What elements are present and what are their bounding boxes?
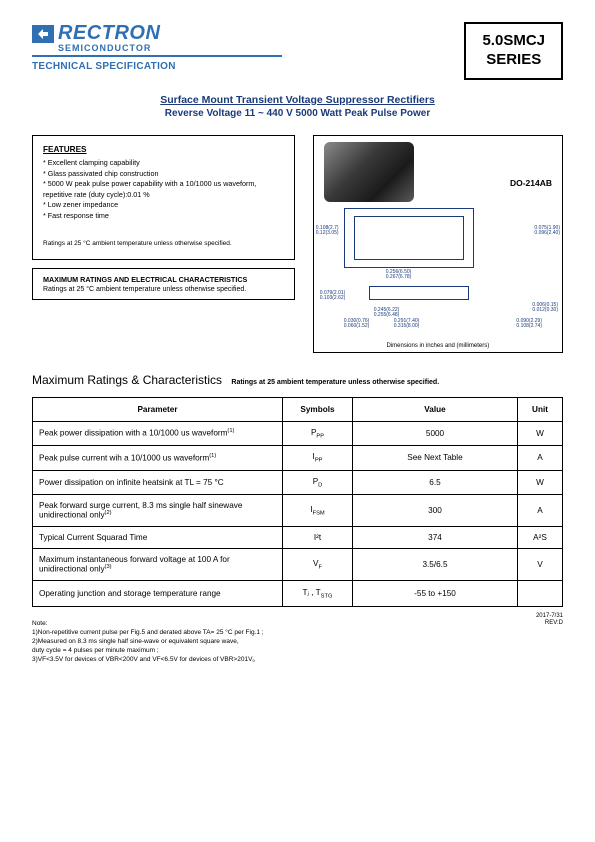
footer-meta: 2017-7/31 REV:D: [536, 613, 563, 629]
right-column: DO-214AB 0.108(2.7)0.12(3.05) 0.075(1.90…: [313, 135, 563, 353]
cell-param: Operating junction and storage temperatu…: [33, 580, 283, 606]
ratings-table: Parameter Symbols Value Unit Peak power …: [32, 397, 563, 607]
title-block: Surface Mount Transient Voltage Suppress…: [32, 94, 563, 119]
note-line: 1)Non-repetitive current pulse per Fig.5…: [32, 628, 264, 637]
series-box: 5.0SMCJ SERIES: [464, 22, 563, 80]
cell-value: 374: [353, 527, 518, 549]
two-column-section: FEATURES Excellent clamping capability G…: [32, 135, 563, 353]
pkg-dim: 0.291(7.40)0.315(8.00): [394, 319, 420, 330]
pkg-dim: 0.075(1.90)0.096(2.40): [534, 226, 560, 237]
cell-value: See Next Table: [353, 446, 518, 471]
pkg-dim: 0.006(0.15)0.012(0.30): [532, 303, 558, 314]
cell-unit: W: [518, 421, 563, 446]
pkg-dim: 0.256(6.50)0.267(6.78): [386, 270, 412, 281]
cell-value: 3.5/6.5: [353, 549, 518, 581]
brand-sub: SEMICONDUCTOR: [58, 43, 282, 53]
pkg-dim: 0.245(6.22)0.255(6.48): [374, 308, 400, 319]
package-label: DO-214AB: [510, 178, 552, 188]
cell-value: -55 to +150: [353, 580, 518, 606]
footer-rev: REV:D: [536, 620, 563, 628]
cell-unit: A: [518, 495, 563, 527]
header: RECTRON SEMICONDUCTOR TECHNICAL SPECIFIC…: [32, 22, 563, 80]
table-row: Maximum instantaneous forward voltage at…: [33, 549, 563, 581]
maxchar-heading: MAXIMUM RATINGS AND ELECTRICAL CHARACTER…: [43, 275, 284, 284]
table-row: Peak pulse current wih a 10/1000 us wave…: [33, 446, 563, 471]
table-row: Power dissipation on infinite heatsink a…: [33, 470, 563, 495]
cell-symbol: VF: [283, 549, 353, 581]
col-parameter: Parameter: [33, 397, 283, 421]
cell-param: Peak forward surge current, 8.3 ms singl…: [33, 495, 283, 527]
series-line2: SERIES: [482, 51, 545, 70]
cell-symbol: IFSM: [283, 495, 353, 527]
cell-symbol: PD: [283, 470, 353, 495]
logo-line: RECTRON: [32, 22, 282, 45]
cell-unit: V: [518, 549, 563, 581]
pkg-outline-inner: [354, 216, 464, 260]
cell-value: 300: [353, 495, 518, 527]
footer-date: 2017-7/31: [536, 613, 563, 621]
cell-unit: A: [518, 446, 563, 471]
table-row: Operating junction and storage temperatu…: [33, 580, 563, 606]
cell-symbol: PPP: [283, 421, 353, 446]
pkg-dim: 0.090(2.29)0.108(2.74): [516, 319, 542, 330]
package-foot-note: Dimensions in inches and (millimeters): [314, 343, 562, 349]
cell-symbol: Tⱼ , TSTG: [283, 580, 353, 606]
section-title: Maximum Ratings & Characteristics Rating…: [32, 373, 563, 387]
maxchar-panel: MAXIMUM RATINGS AND ELECTRICAL CHARACTER…: [32, 268, 295, 300]
col-symbols: Symbols: [283, 397, 353, 421]
pkg-outline-side: [369, 286, 469, 300]
pkg-dim: 0.079(2.01)0.103(2.62): [320, 291, 346, 302]
table-row: Typical Current Squarad TimeI²t374A²S: [33, 527, 563, 549]
tech-spec-label: TECHNICAL SPECIFICATION: [32, 61, 282, 72]
feature-item: Glass passivated chip construction: [43, 169, 284, 179]
package-photo: [324, 142, 414, 202]
section-title-main: Maximum Ratings & Characteristics: [32, 373, 222, 387]
feature-item: Low zener impedance: [43, 200, 284, 210]
cell-param: Power dissipation on infinite heatsink a…: [33, 470, 283, 495]
feature-item: Fast response time: [43, 211, 284, 221]
series-line1: 5.0SMCJ: [482, 32, 545, 51]
cell-param: Typical Current Squarad Time: [33, 527, 283, 549]
pkg-dim: 0.108(2.7)0.12(3.05): [316, 226, 339, 237]
table-row: Peak forward surge current, 8.3 ms singl…: [33, 495, 563, 527]
cell-unit: A²S: [518, 527, 563, 549]
table-header-row: Parameter Symbols Value Unit: [33, 397, 563, 421]
logo-rule: [32, 55, 282, 57]
cell-symbol: I²t: [283, 527, 353, 549]
package-diagram: DO-214AB 0.108(2.7)0.12(3.05) 0.075(1.90…: [313, 135, 563, 353]
notes-block: Note: 1)Non-repetitive current pulse per…: [32, 619, 264, 664]
feature-item: Excellent clamping capability: [43, 158, 284, 168]
note-line: 2)Measured on 8.3 ms single half sine-wa…: [32, 637, 264, 646]
col-unit: Unit: [518, 397, 563, 421]
brand-name: RECTRON: [58, 22, 160, 45]
col-value: Value: [353, 397, 518, 421]
section-title-small: Ratings at 25 ambient temperature unless…: [231, 379, 439, 386]
logo-icon: [32, 25, 54, 43]
cell-value: 5000: [353, 421, 518, 446]
cell-value: 6.5: [353, 470, 518, 495]
pkg-dim: 0.030(0.76)0.060(1.52): [344, 319, 370, 330]
table-row: Peak power dissipation with a 10/1000 us…: [33, 421, 563, 446]
cell-unit: [518, 580, 563, 606]
features-panel: FEATURES Excellent clamping capability G…: [32, 135, 295, 261]
cell-param: Maximum instantaneous forward voltage at…: [33, 549, 283, 581]
cell-unit: W: [518, 470, 563, 495]
features-list: Excellent clamping capability Glass pass…: [43, 158, 284, 221]
cell-param: Peak pulse current wih a 10/1000 us wave…: [33, 446, 283, 471]
features-footnote: Ratings at 25 °C ambient temperature unl…: [43, 239, 284, 248]
doc-subtitle: Reverse Voltage 11 ~ 440 V 5000 Watt Pea…: [32, 108, 563, 119]
notes-heading: Note:: [32, 619, 264, 628]
doc-title: Surface Mount Transient Voltage Suppress…: [32, 94, 563, 106]
maxchar-note: Ratings at 25 °C ambient temperature unl…: [43, 286, 284, 293]
note-line: 3)VF<3.5V for devices of VBR<200V and VF…: [32, 655, 264, 664]
feature-item: 5000 W peak pulse power capability with …: [43, 179, 284, 200]
left-column: FEATURES Excellent clamping capability G…: [32, 135, 295, 353]
cell-param: Peak power dissipation with a 10/1000 us…: [33, 421, 283, 446]
features-heading: FEATURES: [43, 144, 284, 156]
note-line: duty cycle = 4 pulses per minute maximum…: [32, 646, 264, 655]
cell-symbol: IPP: [283, 446, 353, 471]
logo-block: RECTRON SEMICONDUCTOR TECHNICAL SPECIFIC…: [32, 22, 282, 72]
